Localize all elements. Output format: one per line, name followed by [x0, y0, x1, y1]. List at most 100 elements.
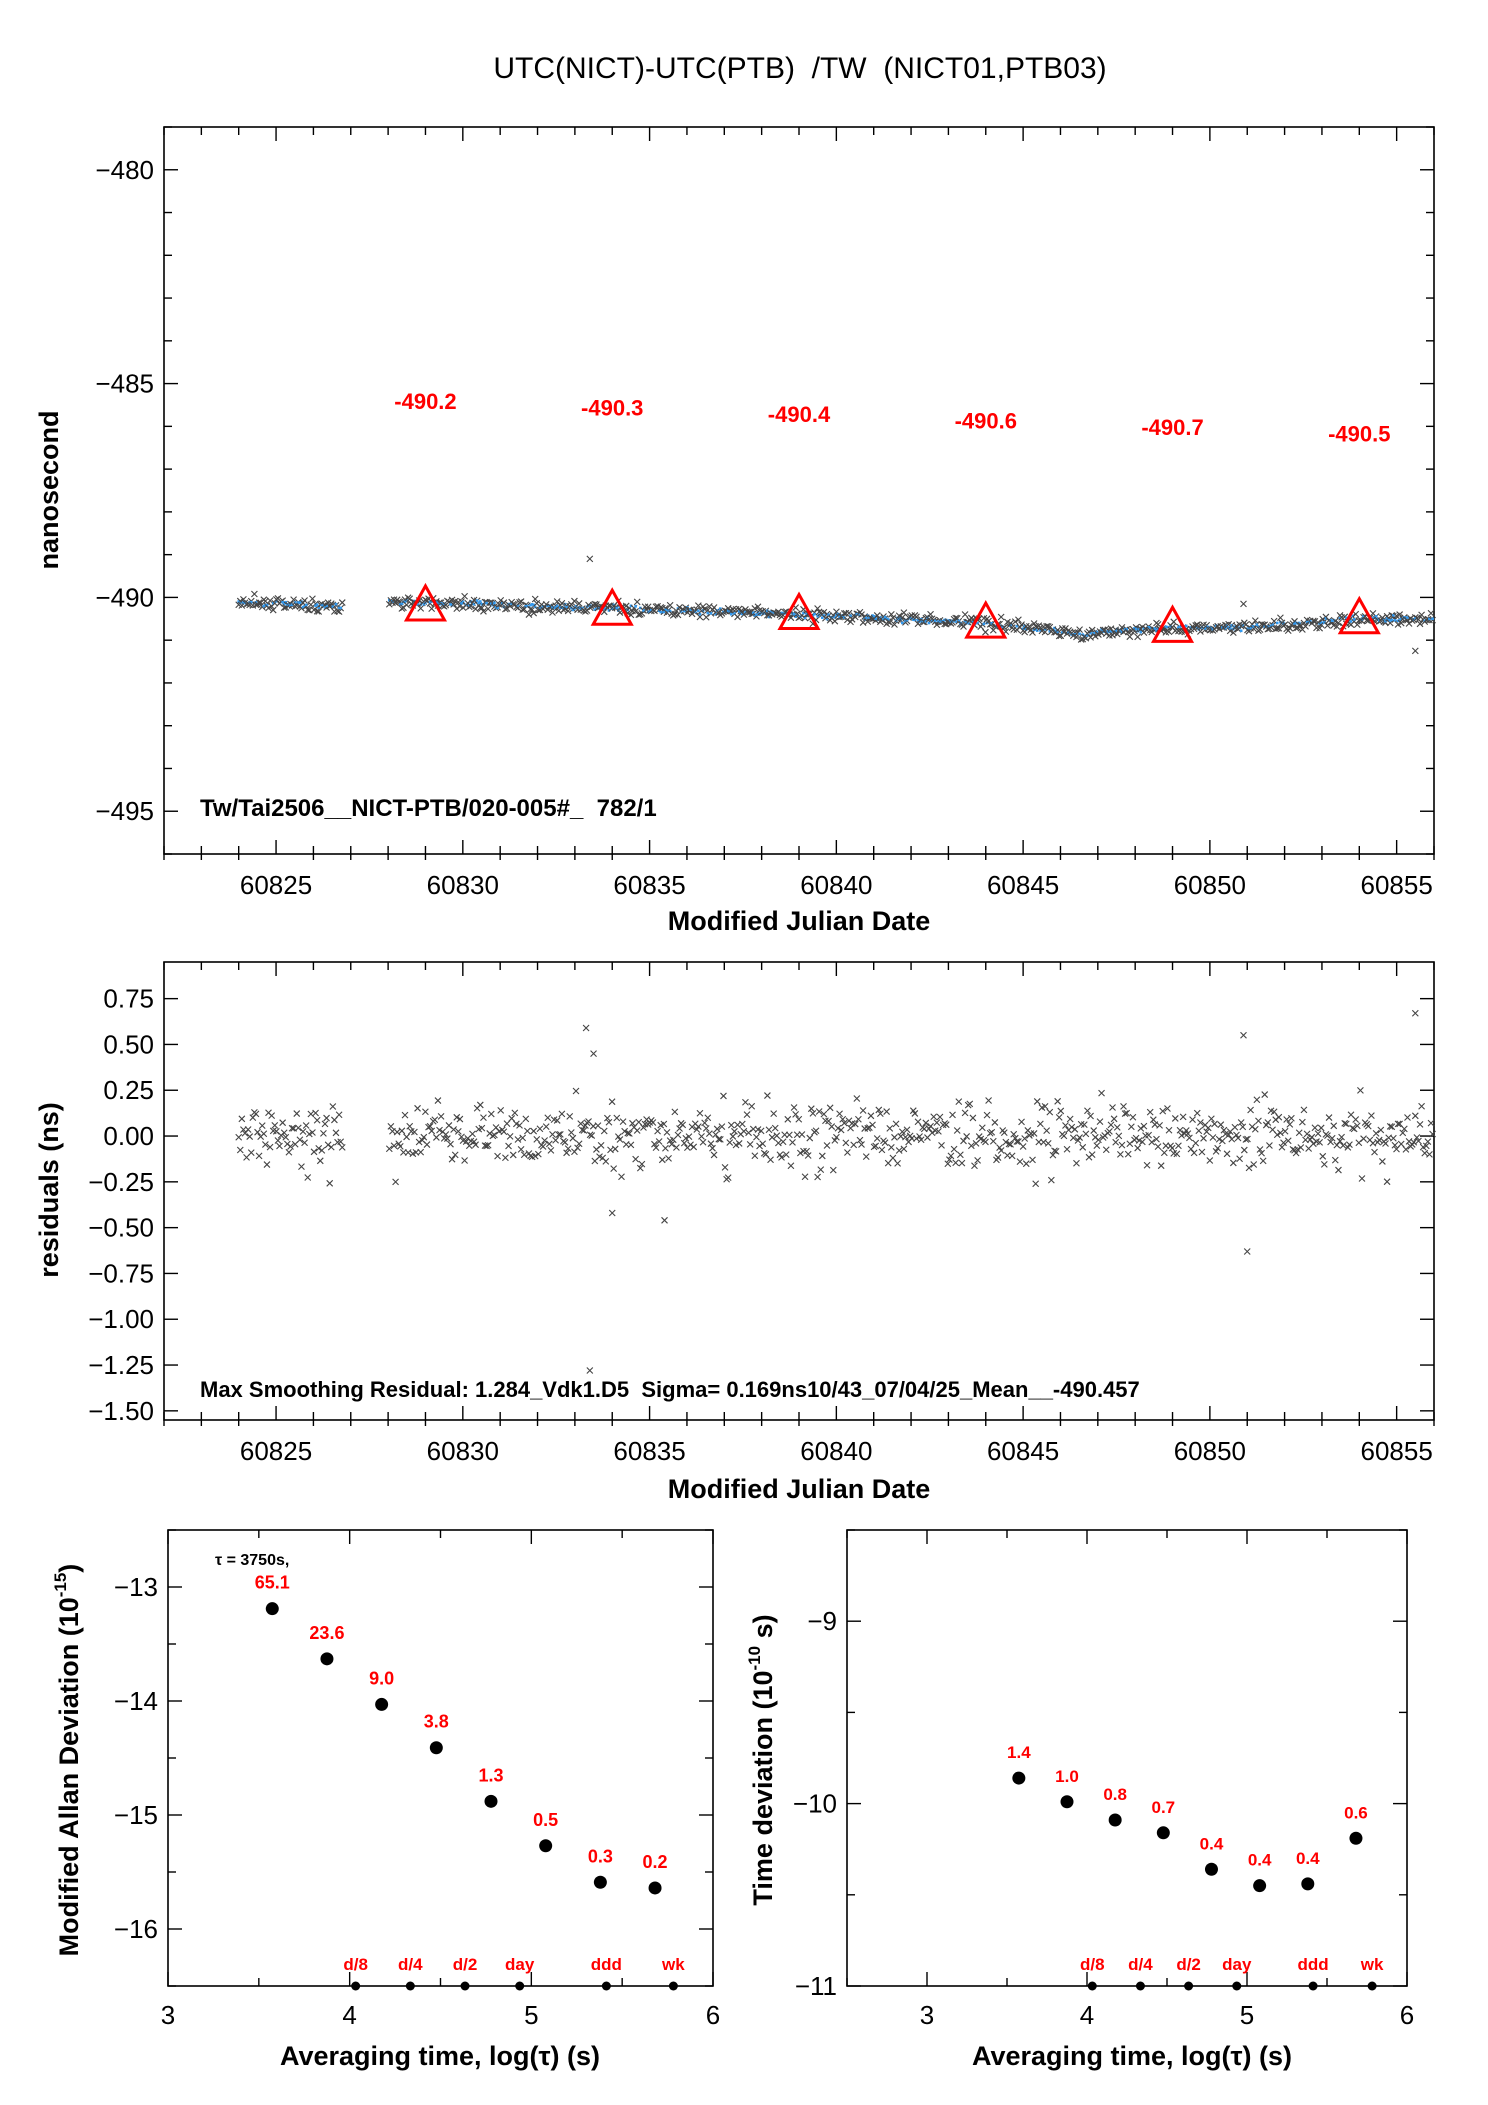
average-marker	[964, 599, 1008, 639]
residual-point	[1146, 1108, 1154, 1116]
smoothed-point	[943, 618, 946, 622]
period-label: d/8	[343, 1955, 368, 1974]
deviation-point	[484, 1794, 498, 1808]
y-tick-label: −14	[114, 1686, 158, 1716]
residual-point	[1093, 1142, 1101, 1149]
chart-title: UTC(NICT)-UTC(PTB) /TW (NICT01,PTB03)	[493, 52, 1106, 85]
deviation-label: 3.8	[424, 1712, 449, 1732]
residual-point	[260, 1130, 268, 1138]
residual-point	[236, 1146, 244, 1154]
smoothed-point	[1390, 618, 1394, 622]
residual-point	[938, 1141, 945, 1149]
residual-point	[829, 1166, 837, 1174]
residual-point	[563, 1149, 570, 1157]
residual-point	[280, 1129, 288, 1137]
smoothed-point	[289, 604, 292, 607]
smoothed-point	[990, 621, 994, 625]
data-point	[1076, 626, 1083, 633]
residual-point	[403, 1133, 410, 1141]
residual-point	[483, 1142, 490, 1150]
residual-point	[309, 1129, 316, 1136]
data-point	[525, 611, 533, 618]
smoothed-point	[1230, 624, 1234, 627]
smoothed-point	[1271, 623, 1274, 626]
allan-ylabel-main: Modified Allan Deviation (10	[54, 1597, 84, 1956]
residual-point	[873, 1135, 881, 1142]
smoothed-point	[1403, 616, 1406, 619]
residuals-points	[235, 1009, 1436, 1374]
smoothed-point	[629, 604, 633, 608]
smoothed-point	[524, 604, 528, 608]
smoothed-point	[825, 617, 829, 621]
residual-point	[1030, 1130, 1038, 1137]
x-tick-label: 4	[1080, 2000, 1094, 2030]
residual-point	[552, 1136, 559, 1144]
residual-point	[514, 1136, 522, 1143]
residual-point	[815, 1108, 823, 1115]
residual-point	[699, 1138, 707, 1146]
smoothed-point	[1279, 620, 1282, 624]
residual-point	[814, 1173, 821, 1181]
residual-point	[1007, 1141, 1014, 1148]
data-point	[1416, 620, 1424, 628]
residual-point	[935, 1128, 942, 1135]
residual-point	[1394, 1120, 1402, 1128]
residual-point	[1176, 1126, 1184, 1134]
smoothed-point	[682, 609, 686, 613]
residual-point	[1320, 1160, 1328, 1168]
smoothed-point	[314, 604, 317, 608]
smoothed-point	[551, 605, 554, 609]
residual-point	[553, 1117, 561, 1124]
residual-point	[801, 1173, 809, 1181]
data-point	[1251, 617, 1259, 624]
residual-point	[1422, 1142, 1430, 1150]
residual-point	[1110, 1115, 1118, 1123]
residual-point	[310, 1148, 318, 1156]
deviation-label: 1.3	[478, 1765, 503, 1785]
residual-point	[1327, 1138, 1334, 1146]
smoothed-point	[885, 617, 888, 621]
residual-point	[1391, 1141, 1399, 1149]
smoothed-point	[275, 599, 278, 603]
smoothed-point	[529, 603, 532, 607]
residual-point	[1294, 1146, 1302, 1153]
residual-point	[720, 1092, 727, 1100]
residual-point	[743, 1111, 751, 1118]
residual-point	[580, 1127, 588, 1134]
y-tick-label: −485	[95, 369, 154, 399]
allan-panel: 3 4 5 6 −13 −14 −15 −16 65.1 23.6 9.0 3.8 1.3 0.5 0.3…	[51, 1529, 720, 2071]
residual-point	[531, 1152, 539, 1160]
residual-point	[1300, 1106, 1308, 1114]
residual-point	[627, 1141, 635, 1149]
residual-point	[1281, 1127, 1289, 1135]
residual-point	[1113, 1123, 1121, 1131]
residual-point	[651, 1140, 658, 1148]
allan-xlabel: Averaging time, log(τ) (s)	[280, 2041, 600, 2071]
residual-point	[1277, 1129, 1284, 1137]
residual-point	[1239, 1123, 1247, 1131]
residual-point	[795, 1115, 803, 1123]
smoothed-point	[957, 619, 961, 623]
residual-point	[271, 1122, 279, 1129]
data-point	[751, 605, 759, 612]
residual-point	[567, 1129, 575, 1136]
data-point	[696, 613, 704, 621]
smoothed-point	[1156, 627, 1160, 631]
residuals-ticks: 60825 60830 60835 60840 60845 60850 60855 0.75 0…	[88, 962, 1435, 1466]
smoothed-point	[337, 606, 341, 609]
smoothed-point	[662, 610, 666, 614]
residual-point	[1143, 1161, 1151, 1169]
residual-point	[629, 1119, 636, 1127]
residual-point	[701, 1119, 709, 1127]
residual-point	[1411, 1112, 1419, 1120]
residual-point	[401, 1111, 409, 1119]
smoothed-point	[1153, 627, 1157, 630]
smoothed-point	[1252, 625, 1256, 628]
y-tick-label: 0.25	[103, 1075, 154, 1105]
period-marker	[460, 1981, 470, 1991]
residual-point	[1225, 1131, 1233, 1139]
average-marker	[1337, 595, 1381, 635]
residual-point	[889, 1154, 897, 1162]
residual-point	[1005, 1140, 1013, 1148]
y-tick-label: −0.50	[88, 1213, 154, 1243]
